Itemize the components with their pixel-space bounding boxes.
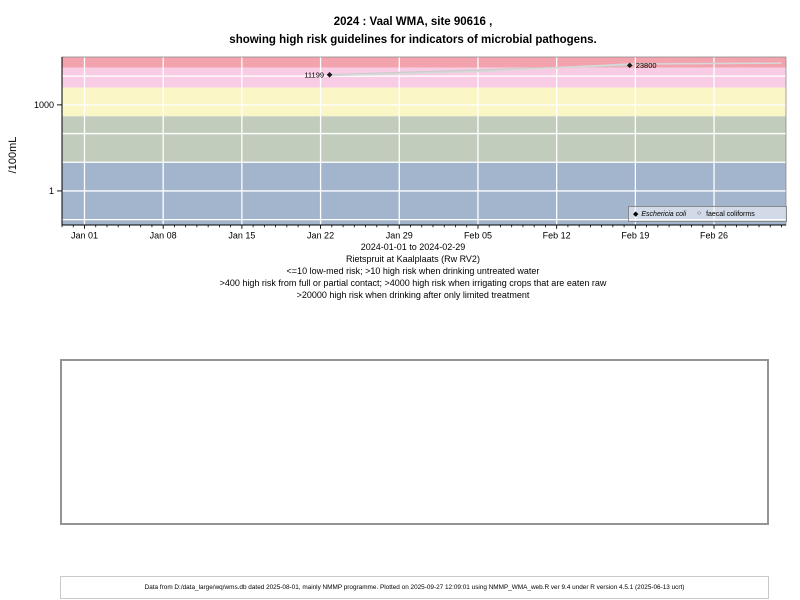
- x-tick-label: Feb 19: [621, 231, 649, 241]
- caption-date-range: 2024-01-01 to 2024-02-29: [360, 242, 466, 252]
- series-line-faecal-coliforms: [329, 62, 782, 77]
- risk-band-4000-20000: [62, 67, 786, 88]
- data-point-diamond: [626, 62, 633, 69]
- x-tick-label: Jan 22: [307, 231, 334, 241]
- caption-station: Rietspruit at Kaalplaats (Rw RV2): [346, 254, 480, 264]
- x-tick-label: Jan 29: [386, 231, 413, 241]
- empty-panel: [60, 359, 769, 525]
- chart-captions: 2024-01-01 to 2024-02-29 Rietspruit at K…: [26, 241, 800, 301]
- legend-label-ecoli: Eschericia coli: [641, 210, 687, 218]
- y-tick-label: 1: [49, 186, 54, 196]
- x-tick-label: Jan 01: [71, 231, 98, 241]
- x-tick-label: Feb 05: [464, 231, 492, 241]
- caption-guideline-1: <=10 low-med risk; >10 high risk when dr…: [286, 266, 540, 276]
- chart-title-line1: 2024 : Vaal WMA, site 90616 ,: [333, 16, 493, 28]
- risk-chart: Jan 01 Jan 08 Jan 15 Jan 22 Jan 29 Feb 05 Feb …: [7, 56, 787, 241]
- risk-band-400-4000: [62, 87, 786, 117]
- risk-band-gt-20000: [62, 57, 786, 68]
- data-point-label: 23800: [636, 61, 657, 70]
- caption-guideline-3: >20000 high risk when drinking after onl…: [296, 290, 530, 300]
- x-tick-label: Feb 12: [543, 231, 571, 241]
- x-tick-label: Jan 15: [228, 231, 255, 241]
- chart-legend: ◆ Eschericia coli ○ faecal coliforms: [628, 206, 787, 222]
- data-point-label: 11199: [304, 70, 324, 79]
- chart-title: 2024 : Vaal WMA, site 90616 , showing hi…: [26, 13, 800, 49]
- footer-text: Data from D:/data_large/wq/wms.db dated …: [144, 584, 685, 591]
- x-tick-label: Feb 26: [700, 231, 728, 241]
- y-tick-label: 1000: [34, 100, 54, 110]
- caption-guideline-2: >400 high risk from full or partial cont…: [219, 278, 607, 288]
- data-point-diamond: [326, 71, 333, 78]
- chart-title-line2: showing high risk guidelines for indicat…: [229, 34, 597, 46]
- x-tick-label: Jan 08: [150, 231, 177, 241]
- faecal-circle-icon: ○: [697, 209, 702, 217]
- ecoli-diamond-icon: ◆: [633, 210, 639, 218]
- risk-band-10-400: [62, 116, 786, 163]
- footer: Data from D:/data_large/wq/wms.db dated …: [60, 576, 769, 599]
- y-axis-title: /100mL: [7, 137, 19, 174]
- legend-label-faecal: faecal coliforms: [706, 210, 755, 218]
